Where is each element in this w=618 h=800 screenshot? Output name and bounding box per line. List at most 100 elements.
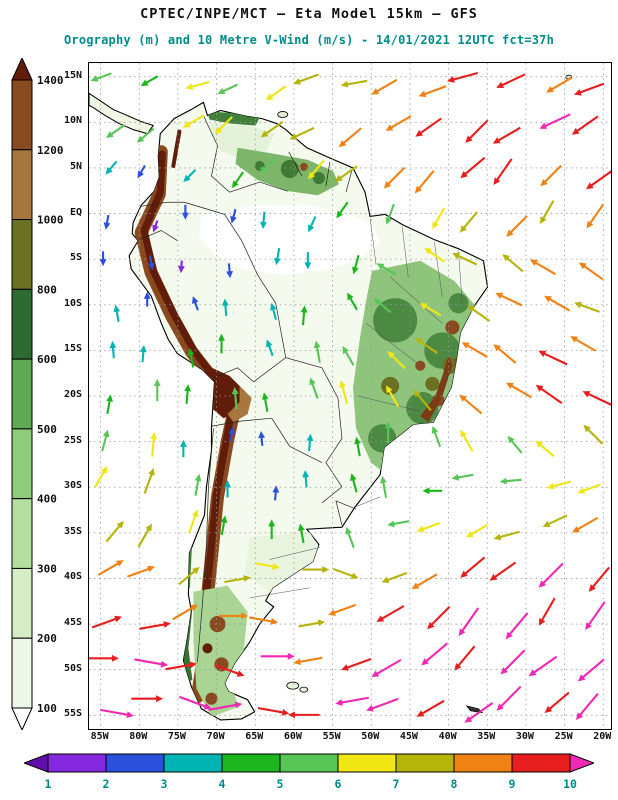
wind-segment [47, 753, 107, 773]
wind-arrow [424, 247, 445, 263]
wind-arrow [341, 657, 372, 671]
wind-arrow [313, 340, 321, 363]
wind-arrow [542, 514, 568, 527]
orography-tick-label: 600 [37, 353, 57, 366]
wind-arrow [137, 164, 146, 179]
lon-label: 25W [554, 731, 573, 742]
wind-arrow [500, 649, 526, 675]
wind-arrow [571, 115, 599, 135]
lat-label: 45S [63, 617, 82, 629]
wind-arrow [454, 645, 476, 671]
wind-arrow [415, 337, 438, 355]
wind-arrow [265, 85, 287, 101]
wind-segment [511, 753, 571, 773]
wind-segment [453, 753, 513, 773]
wind-segment [395, 753, 455, 773]
wind-arrow [496, 73, 526, 89]
wind-arrow [328, 603, 357, 616]
wind-arrow [172, 604, 199, 621]
wind-arrow [489, 561, 517, 581]
wind-arrow [383, 166, 406, 189]
wind-arrow [385, 115, 412, 131]
wind-arrow [415, 117, 442, 137]
wind-segment [105, 753, 165, 773]
wind-arrow [459, 394, 483, 415]
wind-segment [337, 753, 397, 773]
wind-arrow [386, 385, 400, 408]
lat-label: 50S [63, 662, 82, 674]
wind-arrow [302, 566, 330, 573]
wind-arrow [143, 468, 155, 494]
wind-arrow [106, 394, 113, 414]
wind-arrow [287, 711, 320, 719]
wind-tick-label: 6 [335, 777, 342, 791]
wind-arrow [427, 605, 451, 630]
wind-arrow [300, 305, 308, 326]
wind-arrow [432, 207, 446, 230]
lon-label: 50W [361, 731, 380, 742]
wind-arrow [493, 344, 517, 364]
wind-arrow [572, 516, 599, 533]
wind-arrow [334, 165, 358, 182]
wind-arrow [502, 254, 524, 273]
wind-arrow [165, 661, 197, 671]
wind-arrow [269, 302, 277, 320]
wind-arrow [221, 298, 229, 316]
wind-arrow [544, 691, 570, 714]
wind-arrow [385, 203, 395, 225]
wind-arrow [384, 421, 392, 444]
page-subtitle: Orography (m) and 10 Metre V-Wind (m/s) … [63, 33, 555, 47]
wind-tick-label: 8 [451, 777, 458, 791]
wind-arrow [97, 560, 124, 576]
wind-arrow [178, 260, 185, 274]
lat-label: 30S [63, 480, 82, 492]
orography-cap-low [11, 707, 33, 730]
wind-segment [163, 753, 223, 773]
wind-arrow [91, 615, 122, 629]
orography-tick-label: 800 [37, 283, 57, 296]
wind-arrow [574, 301, 600, 313]
wind-arrow [539, 113, 571, 129]
wind-arrow [183, 169, 197, 183]
lat-label: 10S [63, 297, 82, 309]
wind-arrow [416, 521, 441, 533]
wind-arrow [304, 252, 312, 270]
orography-tick-label: 1200 [37, 144, 64, 157]
wind-arrow [528, 655, 558, 677]
wind-arrow [499, 477, 522, 485]
wind-arrow [258, 430, 266, 446]
wind-arrow [147, 255, 155, 271]
wind-arrow [535, 384, 563, 404]
lat-label: 10N [63, 115, 82, 127]
wind-arrow [109, 340, 117, 359]
lat-label: 15S [63, 343, 82, 355]
wind-arrow [538, 597, 556, 626]
wind-arrow [302, 470, 310, 488]
wind-arrow [230, 208, 237, 224]
wind-arrow [332, 567, 359, 580]
lon-label: 30W [515, 731, 534, 742]
map-frame [88, 62, 612, 730]
wind-arrow [493, 530, 520, 541]
wind-arrow [231, 386, 239, 410]
lat-label: 20S [63, 389, 82, 400]
wind-arrows-layer [89, 71, 611, 723]
wind-arrow [421, 642, 449, 666]
wind-tick-label: 10 [563, 777, 577, 791]
lon-label: 40W [438, 731, 457, 742]
wind-arrow [380, 475, 388, 498]
wind-arrow [139, 621, 171, 630]
lon-label: 20W [593, 731, 612, 742]
wind-arrow [184, 384, 192, 404]
wind-arrow [226, 263, 233, 279]
wind-arrow [224, 480, 231, 498]
wind-arrow [342, 346, 355, 366]
falkland-island-east [299, 686, 309, 693]
lon-label: 70W [206, 731, 225, 742]
wind-arrow [139, 344, 147, 363]
lat-label: 15N [63, 69, 82, 81]
wind-arrow [179, 439, 187, 458]
south-america-map [89, 63, 611, 729]
wind-arrow [194, 473, 202, 496]
wind-arrow [134, 658, 169, 668]
